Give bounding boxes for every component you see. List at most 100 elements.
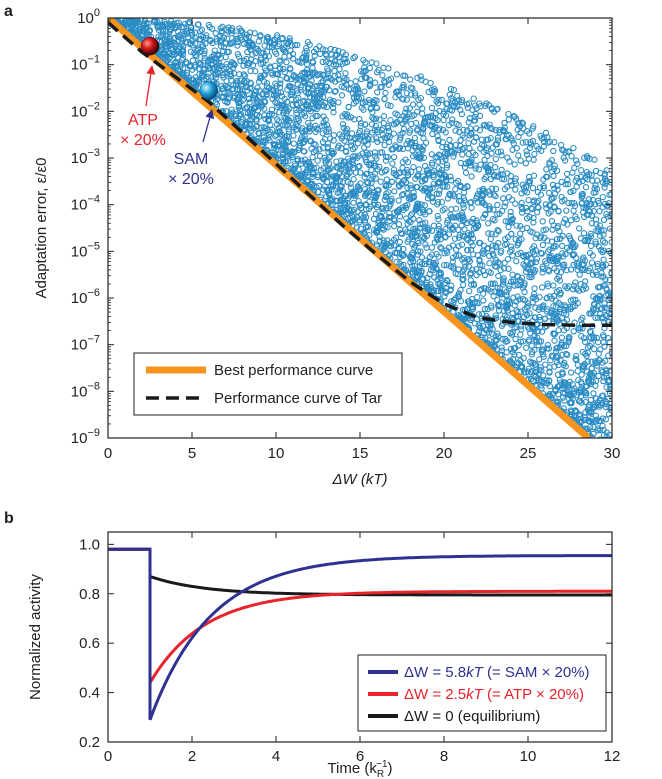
scatter-point: [464, 183, 471, 190]
scatter-point: [406, 105, 413, 112]
scatter-point: [449, 214, 457, 221]
scatter-point: [265, 116, 272, 123]
scatter-point: [342, 51, 349, 58]
scatter-point: [272, 70, 279, 77]
scatter-point: [321, 86, 329, 93]
scatter-point: [470, 215, 477, 223]
scatter-point: [395, 221, 403, 228]
scatter-point: [471, 320, 478, 327]
scatter-point: [366, 64, 373, 72]
scatter-point: [373, 135, 380, 142]
scatter-point: [192, 64, 199, 71]
scatter-point: [328, 186, 335, 193]
scatter-point: [317, 50, 324, 58]
scatter-point: [342, 147, 349, 155]
scatter-point: [536, 294, 543, 301]
scatter-point: [277, 58, 284, 65]
scatter-point: [526, 144, 534, 152]
scatter-point: [340, 212, 348, 220]
scatter-point: [385, 252, 392, 260]
scatter-point: [276, 109, 283, 116]
scatter-point: [585, 196, 593, 203]
scatter-point: [220, 43, 228, 51]
scatter-point: [509, 146, 516, 153]
scatter-point: [265, 35, 272, 43]
scatter-point: [530, 214, 537, 222]
scatter-point: [435, 280, 442, 288]
scatter-point: [586, 342, 593, 350]
scatter-point: [452, 127, 459, 134]
scatter-point: [560, 154, 567, 161]
scatter-point: [539, 241, 547, 249]
scatter-point: [558, 334, 566, 341]
scatter-point: [479, 311, 486, 318]
scatter-point: [487, 302, 495, 309]
scatter-point: [462, 169, 470, 176]
scatter-point: [229, 39, 237, 46]
scatter-point: [240, 71, 247, 78]
scatter-point: [488, 322, 495, 329]
scatter-point: [487, 175, 495, 183]
atp-label: ATP: [128, 112, 158, 129]
scatter-point: [478, 141, 486, 148]
scatter-point: [497, 148, 505, 155]
scatter-point: [509, 252, 516, 259]
scatter-point: [380, 113, 388, 120]
scatter-point: [477, 261, 484, 269]
scatter-point: [455, 252, 463, 259]
scatter-point: [465, 119, 472, 126]
scatter-point: [560, 361, 567, 369]
scatter-point: [347, 114, 355, 121]
scatter-point: [326, 195, 333, 203]
panel-b-legend: ΔW = 5.8kT (= SAM × 20%) ΔW = 2.5kT (= A…: [357, 654, 607, 732]
scatter-point: [409, 255, 416, 262]
scatter-point: [343, 173, 350, 180]
scatter-point: [452, 252, 460, 260]
scatter-point: [498, 152, 505, 159]
scatter-point: [484, 152, 491, 160]
scatter-point: [306, 81, 314, 88]
scatter-point: [485, 220, 492, 227]
scatter-point: [587, 230, 594, 237]
scatter-point: [502, 335, 509, 343]
scatter-point: [455, 293, 463, 301]
scatter-point: [394, 88, 401, 95]
sam-arrow: [202, 109, 215, 143]
scatter-point: [373, 69, 381, 76]
scatter-point: [196, 65, 203, 73]
scatter-point: [335, 76, 342, 83]
scatter-point: [372, 115, 380, 122]
scatter-point: [426, 260, 433, 267]
scatter-point: [350, 176, 357, 183]
scatter-point: [490, 191, 498, 198]
scatter-point: [351, 134, 358, 142]
scatter-point: [305, 125, 313, 132]
scatter-point: [313, 105, 320, 113]
scatter-point: [404, 171, 411, 179]
scatter-point: [184, 30, 191, 37]
scatter-point: [433, 234, 440, 241]
scatter-point: [528, 351, 536, 358]
scatter-point: [273, 34, 281, 41]
scatter-point: [531, 333, 538, 340]
scatter-point: [514, 273, 521, 280]
scatter-point: [570, 282, 578, 289]
scatter-point: [300, 74, 307, 82]
scatter-point: [308, 77, 315, 84]
scatter-point: [568, 153, 575, 160]
scatter-point: [567, 237, 575, 244]
scatter-point: [602, 276, 609, 283]
scatter-point: [331, 67, 338, 75]
scatter-point: [324, 166, 331, 173]
scatter-point: [402, 115, 409, 122]
scatter-point: [416, 101, 423, 108]
scatter-point: [306, 183, 313, 190]
scatter-point: [571, 164, 578, 172]
scatter-point: [418, 178, 426, 185]
scatter-point: [498, 322, 506, 329]
scatter-point: [350, 94, 358, 101]
scatter-point: [415, 154, 423, 162]
scatter-point: [345, 103, 352, 111]
scatter-point: [451, 193, 458, 200]
scatter-point: [444, 183, 451, 190]
